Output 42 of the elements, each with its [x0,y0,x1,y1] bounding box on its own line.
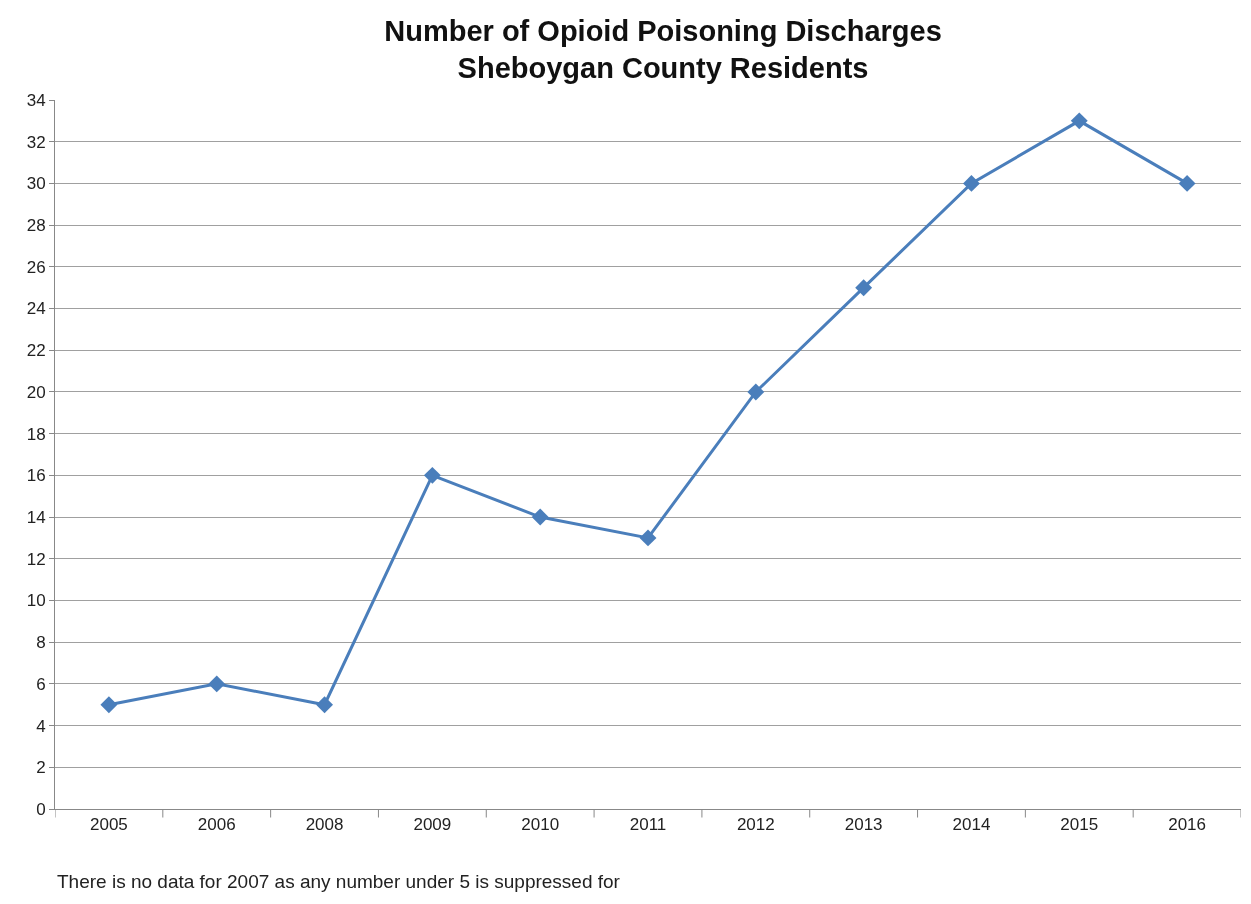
x-tick-label: 2012 [736,815,775,835]
y-tick-label: 20 [26,382,46,402]
point [639,529,657,547]
x-tick-label: 2011 [629,815,667,835]
y-tick-label: 6 [36,674,46,694]
point [1178,174,1196,192]
x-tick-label: 2009 [413,815,452,835]
y-tick-label: 26 [26,257,46,277]
point [208,675,226,693]
y-tick-label: 8 [36,633,46,653]
x-tick-label: 2010 [521,815,560,835]
point [316,696,333,714]
chart-title: Number of Opioid Poisoning Discharges Sheboygan County Residents [384,14,942,85]
y-tick-label: 34 [26,90,46,110]
y-tick-label: 4 [36,716,46,736]
point [747,383,765,401]
point [1070,112,1088,130]
y-tick-label: 30 [26,174,46,194]
y-tick-label: 14 [26,508,46,528]
y-tick-label: 32 [26,132,46,152]
x-tick-label: 2014 [952,815,991,835]
x-tick-label: 2015 [1060,815,1099,835]
y-tick-label: 18 [26,424,46,444]
y-tick-label: 10 [26,591,46,611]
y-tick-label: 16 [26,466,46,486]
x-tick-label: 2016 [1168,815,1206,835]
y-tick-label: 24 [26,299,46,319]
x-tick-label: 2013 [844,815,883,835]
text: There is no data for 2007 as any number under 5 is suppressed for [57,871,621,892]
y-tick-label: 12 [26,549,46,569]
x-tick-label: 2006 [197,815,236,835]
y-tick-label: 0 [36,799,46,819]
y-tick-label: 2 [36,758,46,778]
y-tick-label: 28 [26,216,46,236]
point [423,466,441,484]
x-tick-label: 2005 [90,815,128,835]
point [855,279,873,297]
x-tick-label: 2008 [305,815,344,835]
point [100,696,118,714]
y-tick-label: 22 [26,341,46,361]
point [963,174,980,192]
point [531,508,549,526]
